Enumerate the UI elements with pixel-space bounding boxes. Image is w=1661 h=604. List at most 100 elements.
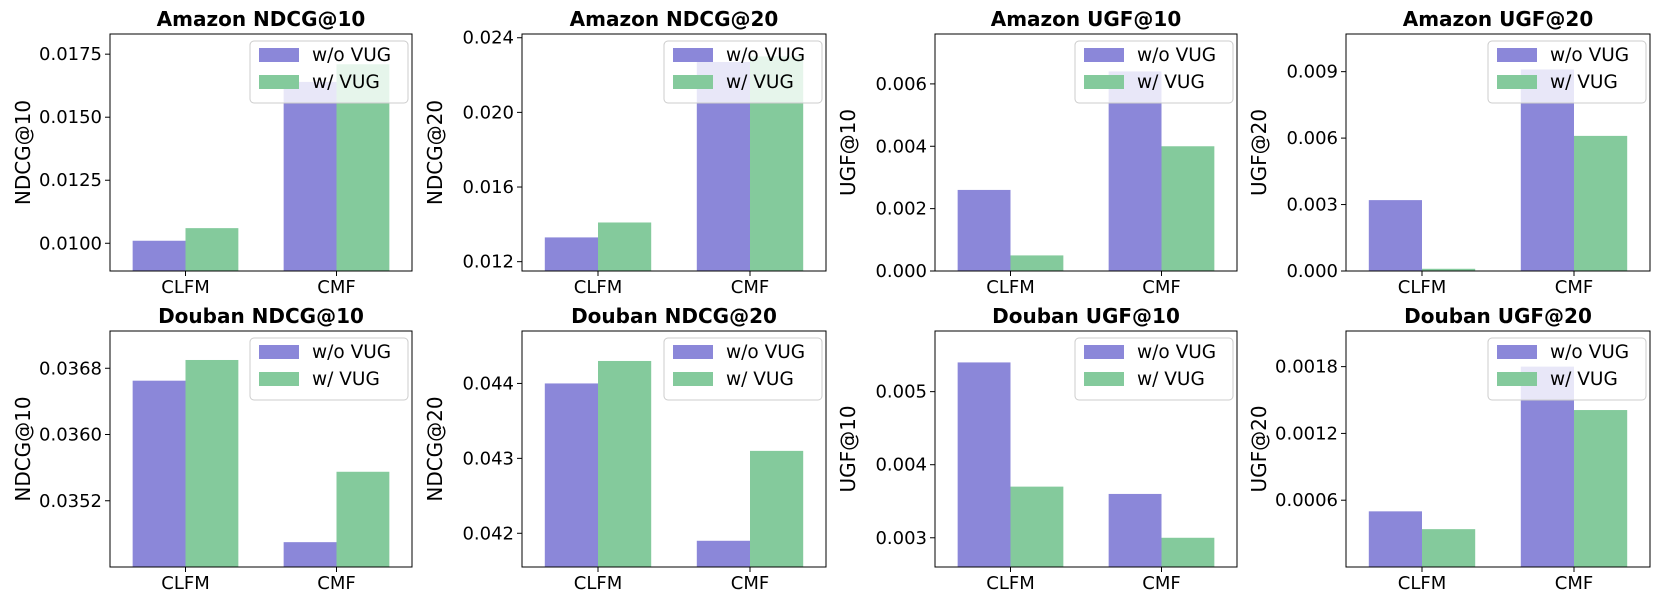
y-tick-label: 0.042 (462, 523, 514, 544)
legend-label: w/o VUG (312, 342, 391, 363)
legend-swatch-w-o-vug (259, 48, 299, 62)
x-tick-label: CMF (1555, 573, 1593, 594)
y-axis-label: UGF@20 (1247, 405, 1271, 492)
legend-swatch-w-o-vug (673, 345, 713, 359)
x-tick-label: CMF (731, 573, 769, 594)
axes-frame (521, 33, 827, 272)
legend-label: w/o VUG (726, 45, 805, 66)
bar-w-vug-cmf (336, 471, 390, 567)
subplot-douban-ugf-20: CLFM CMF 0.0006 0.0012 0.0018 Douban UGF@20 UG… (1247, 304, 1651, 594)
x-tick-label: CMF (317, 573, 355, 594)
y-tick-label: 0.016 (462, 177, 514, 198)
legend-swatch-w-o-vug (259, 345, 299, 359)
subplot-amazon-ndcg-10: CLFM CMF 0.0100 0.0125 0.0150 0.0175 Amazon ND… (11, 7, 413, 298)
bar-w-vug-clfm (598, 360, 652, 567)
bar-w-o-vug-clfm (957, 189, 1011, 271)
legend-swatch-w-o-vug (1497, 345, 1537, 359)
x-tick-label: CLFM (1398, 573, 1446, 594)
subplot-amazon-ndcg-20: CLFM CMF 0.012 0.016 0.020 0.024 Amazon NDCG@2… (423, 7, 827, 298)
bar-w-o-vug-clfm (544, 383, 598, 567)
y-axis-label: NDCG@20 (423, 100, 447, 205)
legend-label: w/o VUG (1137, 342, 1216, 363)
y-tick-label: 0.020 (462, 102, 514, 123)
chart-title: Douban NDCG@20 (571, 304, 777, 328)
y-axis-label: UGF@20 (1247, 109, 1271, 196)
legend-label: w/o VUG (1137, 45, 1216, 66)
legend-label: w/ VUG (312, 72, 380, 93)
subplot-amazon-ugf-20: CLFM CMF 0.000 0.003 0.006 0.009 Amazon UGF@20… (1247, 7, 1651, 298)
y-tick-label: 0.024 (462, 28, 514, 49)
legend: w/o VUG w/ VUG (1487, 337, 1647, 401)
legend-swatch-w-o-vug (1497, 48, 1537, 62)
y-tick-label: 0.0360 (39, 425, 102, 446)
legend-label: w/ VUG (1550, 72, 1618, 93)
y-tick-label: 0.0150 (39, 107, 102, 128)
y-tick-label: 0.004 (875, 455, 927, 476)
y-tick-label: 0.043 (462, 448, 514, 469)
bar-w-vug-cmf (1161, 146, 1215, 271)
legend-swatch-w-o-vug (1084, 345, 1124, 359)
legend-label: w/ VUG (312, 369, 380, 390)
legend-label: w/ VUG (726, 369, 794, 390)
bar-w-o-vug-clfm (1368, 511, 1422, 567)
legend: w/o VUG w/ VUG (663, 337, 823, 401)
x-tick-label: CLFM (574, 573, 622, 594)
y-tick-label: 0.005 (875, 382, 927, 403)
legend-swatch-w-vug (1084, 372, 1124, 386)
axes-frame (521, 330, 827, 568)
y-axis-label: UGF@10 (836, 405, 860, 492)
legend-swatch-w-vug (1084, 75, 1124, 89)
legend-swatch-w-vug (259, 75, 299, 89)
subplot-douban-ndcg-20: CLFM CMF 0.042 0.043 0.044 Douban NDCG@20 NDCG… (423, 304, 827, 594)
y-tick-label: 0.0018 (1275, 357, 1338, 378)
bar-w-vug-clfm (185, 228, 239, 271)
x-tick-label: CLFM (161, 573, 209, 594)
y-tick-label: 0.0100 (39, 233, 102, 254)
legend-label: w/ VUG (1137, 369, 1205, 390)
axes-frame (934, 33, 1238, 272)
legend-swatch-w-o-vug (1084, 48, 1124, 62)
legend: w/o VUG w/ VUG (1074, 337, 1234, 401)
bar-w-vug-clfm (1422, 268, 1476, 271)
y-tick-label: 0.0368 (39, 358, 102, 379)
legend-swatch-w-vug (1497, 372, 1537, 386)
legend: w/o VUG w/ VUG (1487, 40, 1647, 104)
subplot-douban-ndcg-10: CLFM CMF 0.0352 0.0360 0.0368 Douban NDCG@10 N… (11, 304, 413, 594)
x-tick-label: CMF (317, 277, 355, 298)
bar-w-o-vug-cmf (283, 542, 337, 567)
legend-swatch-w-vug (259, 372, 299, 386)
legend: w/o VUG w/ VUG (249, 40, 409, 104)
x-tick-label: CLFM (986, 573, 1034, 594)
x-tick-label: CMF (731, 277, 769, 298)
axes-frame (109, 33, 413, 272)
legend: w/o VUG w/ VUG (249, 337, 409, 401)
x-tick-label: CLFM (574, 277, 622, 298)
bar-w-o-vug-cmf (696, 540, 750, 567)
bar-w-vug-cmf (1574, 135, 1628, 271)
x-tick-label: CMF (1142, 277, 1180, 298)
y-axis-label: NDCG@10 (11, 100, 35, 205)
axes-frame (1345, 330, 1651, 568)
y-tick-label: 0.003 (875, 528, 927, 549)
y-axis-label: NDCG@10 (11, 396, 35, 501)
legend: w/o VUG w/ VUG (663, 40, 823, 104)
legend-label: w/o VUG (726, 342, 805, 363)
legend-swatch-w-o-vug (673, 48, 713, 62)
bar-w-vug-cmf (750, 450, 804, 567)
x-tick-label: CMF (1555, 277, 1593, 298)
bar-w-o-vug-cmf (1108, 71, 1162, 271)
legend-label: w/ VUG (726, 72, 794, 93)
bar-w-vug-clfm (185, 359, 239, 567)
y-tick-label: 0.0006 (1275, 490, 1338, 511)
x-tick-label: CLFM (1398, 277, 1446, 298)
legend-label: w/o VUG (1550, 45, 1629, 66)
bar-w-o-vug-clfm (1368, 200, 1422, 271)
y-tick-label: 0.000 (1286, 261, 1338, 282)
y-axis-label: NDCG@20 (423, 396, 447, 501)
y-axis-label: UGF@10 (836, 109, 860, 196)
y-tick-label: 0.002 (875, 199, 927, 220)
chart-title: Amazon NDCG@10 (157, 7, 366, 31)
y-tick-label: 0.0012 (1275, 423, 1338, 444)
y-tick-label: 0.004 (875, 136, 927, 157)
legend-label: w/o VUG (1550, 342, 1629, 363)
